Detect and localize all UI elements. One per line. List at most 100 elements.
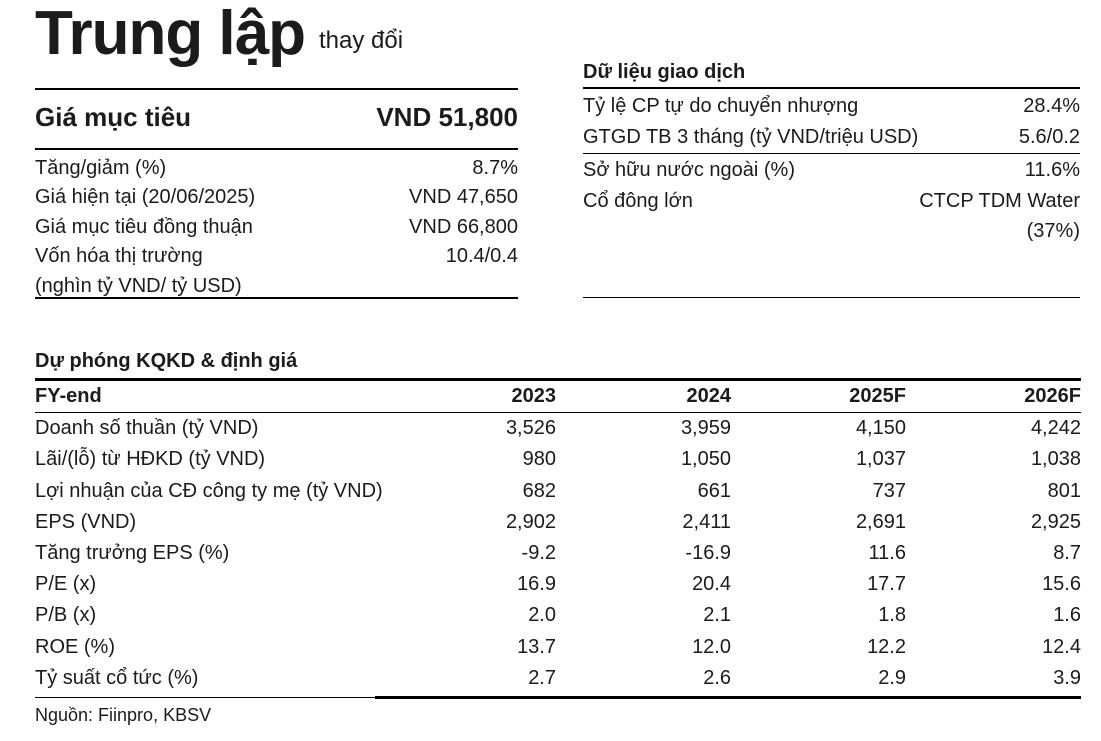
forecast-cell: 737	[872, 479, 906, 502]
forecast-cell: 661	[697, 479, 731, 502]
forecast-cell: 1.8	[878, 604, 906, 627]
forecast-cell: 2,691	[855, 510, 906, 533]
source-note: Nguồn: Fiinpro, KBSV	[35, 705, 212, 725]
forecast-row-label: EPS (VND)	[35, 510, 137, 533]
summary-row: (nghìn tỷ VND/ tỷ USD)	[35, 272, 518, 302]
forecast-row: ROE (%) 13.7 12.0 12.2 12.4	[35, 632, 1081, 663]
forecast-row: Tỷ suất cổ tức (%) 2.7 2.6 2.9 3.9	[35, 663, 1081, 694]
divider	[583, 297, 1080, 299]
divider	[35, 411, 1081, 414]
divider	[35, 378, 1081, 381]
forecast-row-label: Tỷ suất cổ tức (%)	[35, 666, 199, 689]
summary-row: Giá hiện tại (20/06/2025) VND 47,650	[35, 183, 518, 213]
forecast-cell: 1,038	[1030, 448, 1081, 471]
forecast-row: Lãi/(lỗ) từ HĐKD (tỷ VND) 980 1,050 1,03…	[35, 444, 1081, 475]
forecast-row-label: Lãi/(lỗ) từ HĐKD (tỷ VND)	[35, 448, 266, 471]
rating-summary-panel: Trung lập thay đổi Giá mục tiêu VND 51,8…	[35, 0, 518, 301]
trading-row-value: 5.6/0.2	[1018, 125, 1080, 148]
forecast-cell: 12.0	[692, 635, 731, 658]
forecast-cell: 20.4	[692, 573, 731, 596]
target-price-value: VND 51,800	[376, 102, 518, 132]
forecast-row-label: P/E (x)	[35, 573, 97, 596]
trading-rows-group-2: Sở hữu nước ngoài (%) 11.6% Cổ đông lớn …	[583, 154, 1080, 247]
forecast-row-label: Tăng trưởng EPS (%)	[35, 542, 230, 565]
forecast-cell: -16.9	[685, 542, 731, 565]
trading-row: GTGD TB 3 tháng (tỷ VND/triệu USD) 5.6/0…	[583, 122, 1080, 153]
summary-row-label: Giá hiện tại (20/06/2025)	[35, 186, 256, 209]
summary-row-value: VND 47,650	[409, 186, 518, 209]
divider	[35, 148, 518, 150]
forecast-cell: 16.9	[517, 573, 556, 596]
forecast-row-label: P/B (x)	[35, 604, 97, 627]
forecast-cell: 8.7	[1053, 542, 1081, 565]
forecast-cell: 3.9	[1053, 666, 1081, 689]
forecast-cell: 682	[522, 479, 556, 502]
summary-row-label: Vốn hóa thị trường	[35, 245, 203, 268]
forecast-cell: 2.9	[878, 666, 906, 689]
forecast-cell: 3,959	[680, 417, 731, 440]
forecast-row: P/E (x) 16.9 20.4 17.7 15.6	[35, 569, 1081, 600]
summary-row: Giá mục tiêu đồng thuận VND 66,800	[35, 213, 518, 243]
forecast-cell: 15.6	[1042, 573, 1081, 596]
rating-title: Trung lập	[35, 0, 306, 68]
trading-row-value: 11.6%	[1024, 158, 1080, 181]
forecast-cell: 980	[522, 448, 556, 471]
forecast-cell: 1,037	[855, 448, 906, 471]
summary-row-value: VND 66,800	[409, 215, 518, 238]
divider	[35, 296, 518, 299]
trading-row-label: GTGD TB 3 tháng (tỷ VND/triệu USD)	[583, 125, 919, 148]
forecast-header-year: 2026F	[1024, 384, 1081, 407]
forecast-cell: 2.1	[703, 604, 731, 627]
major-holder-share: (37%)	[1026, 220, 1080, 243]
forecast-row: Doanh số thuần (tỷ VND) 3,526 3,959 4,15…	[35, 413, 1081, 444]
forecast-cell: 4,242	[1030, 417, 1081, 440]
summary-row-label: Giá mục tiêu đồng thuận	[35, 215, 253, 238]
forecast-cell: 1,050	[680, 448, 731, 471]
trading-row-label: Tỷ lệ CP tự do chuyển nhượng	[583, 94, 859, 117]
divider	[583, 87, 1080, 89]
forecast-header-fyend: FY-end	[35, 384, 102, 407]
summary-row-label: Tăng/giảm (%)	[35, 156, 167, 179]
forecast-row-label: Doanh số thuần (tỷ VND)	[35, 417, 259, 440]
forecast-cell: 3,526	[505, 417, 556, 440]
forecast-row: Lợi nhuận của CĐ công ty mẹ (tỷ VND) 682…	[35, 476, 1081, 507]
forecast-cell: 12.4	[1042, 635, 1081, 658]
forecast-valuation-panel: Dự phóng KQKD & định giá FY-end 2023 202…	[35, 340, 1081, 694]
forecast-header-year: 2024	[686, 384, 732, 407]
forecast-cell: 12.2	[867, 635, 906, 658]
trading-rows-group-1: Tỷ lệ CP tự do chuyển nhượng 28.4% GTGD …	[583, 89, 1080, 153]
trading-row-label: Sở hữu nước ngoài (%)	[583, 158, 795, 181]
forecast-cell: 2.0	[528, 604, 556, 627]
forecast-cell: -9.2	[521, 542, 556, 565]
price-summary-list: Tăng/giảm (%) 8.7% Giá hiện tại (20/06/2…	[35, 150, 518, 302]
divider	[375, 695, 1081, 699]
trading-row-value: 28.4%	[1023, 94, 1080, 117]
forecast-row-label: ROE (%)	[35, 635, 115, 658]
trading-row: Cổ đông lớn CTCP TDM Water (37%)	[583, 186, 1080, 246]
target-price-label: Giá mục tiêu	[35, 102, 192, 132]
trading-row-value: CTCP TDM Water (37%)	[919, 186, 1080, 246]
divider	[583, 152, 1080, 154]
summary-row-value: 8.7%	[472, 156, 518, 179]
trading-row: Tỷ lệ CP tự do chuyển nhượng 28.4%	[583, 91, 1080, 122]
forecast-cell: 2,925	[1030, 510, 1081, 533]
trading-data-title: Dữ liệu giao dịch	[583, 61, 746, 83]
forecast-row: EPS (VND) 2,902 2,411 2,691 2,925	[35, 507, 1081, 538]
forecast-header-year: 2025F	[849, 384, 906, 407]
rating-change-note: thay đổi	[319, 27, 404, 54]
major-holder-name: CTCP TDM Water	[919, 190, 1080, 213]
forecast-cell: 2.6	[703, 666, 731, 689]
forecast-row: P/B (x) 2.0 2.1 1.8 1.6	[35, 600, 1081, 631]
forecast-header-year: 2023	[511, 384, 557, 407]
forecast-cell: 17.7	[867, 573, 906, 596]
rating-title-row: Trung lập thay đổi	[35, 3, 518, 88]
forecast-cell: 13.7	[517, 635, 556, 658]
trading-row-label: Cổ đông lớn	[583, 190, 693, 213]
forecast-header-row: FY-end 2023 2024 2025F 2026F	[35, 381, 1081, 412]
target-price-row: Giá mục tiêu VND 51,800	[35, 90, 518, 148]
forecast-row: Tăng trưởng EPS (%) -9.2 -16.9 11.6 8.7	[35, 538, 1081, 569]
forecast-cell: 1.6	[1053, 604, 1081, 627]
forecast-cell: 2,902	[505, 510, 556, 533]
trading-data-panel: Dữ liệu giao dịch Tỷ lệ CP tự do chuyển …	[583, 58, 1080, 246]
